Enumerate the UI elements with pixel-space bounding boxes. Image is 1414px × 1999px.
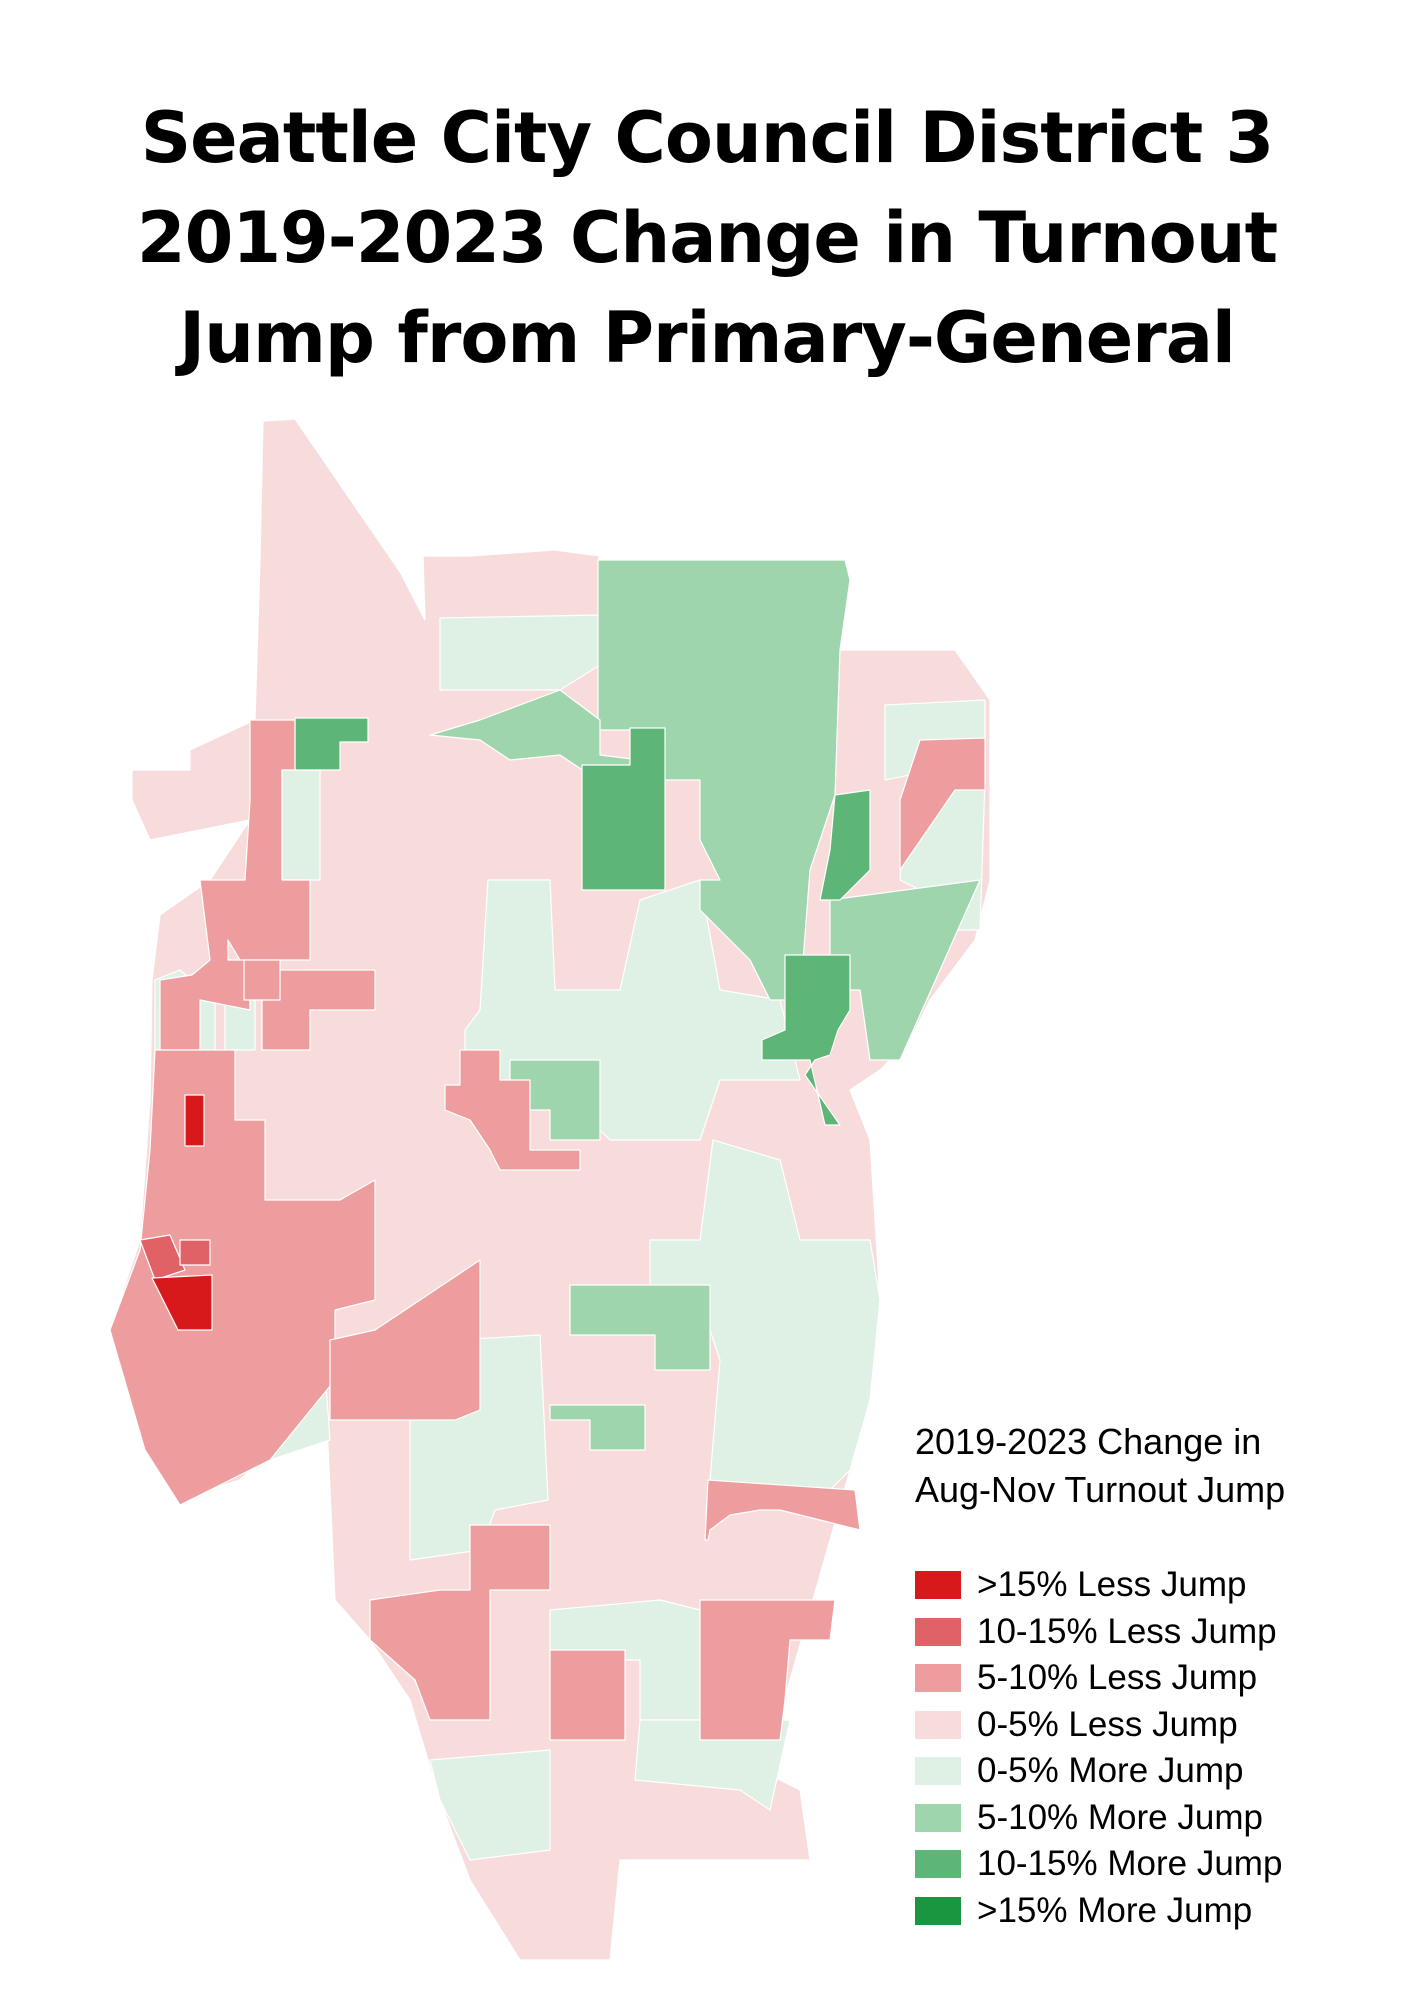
- precinct: [581, 727, 666, 891]
- title-line-3: Jump from Primary-General: [179, 297, 1236, 379]
- legend-swatch: [915, 1803, 961, 1832]
- legend-swatch: [915, 1571, 961, 1600]
- legend-title-line-2: Aug-Nov Turnout Jump: [915, 1469, 1286, 1510]
- legend-label: 5-10% Less Jump: [977, 1658, 1258, 1698]
- legend-swatch: [915, 1896, 961, 1925]
- legend-item: 10-15% More Jump: [915, 1841, 1285, 1888]
- legend-swatch: [915, 1617, 961, 1646]
- precinct: [549, 1404, 646, 1451]
- precinct: [819, 789, 871, 901]
- precinct: [439, 614, 601, 691]
- title-line-1: Seattle City Council District 3: [140, 97, 1274, 179]
- precinct: [179, 1239, 211, 1266]
- precinct: [699, 1599, 836, 1741]
- precinct: [279, 769, 321, 881]
- precinct: [243, 959, 281, 1001]
- legend-item: 10-15% Less Jump: [915, 1609, 1285, 1656]
- legend-swatch: [915, 1850, 961, 1879]
- legend-swatch: [915, 1664, 961, 1693]
- precinct: [139, 1234, 186, 1281]
- legend-label: 5-10% More Jump: [977, 1797, 1263, 1837]
- legend-label: >15% More Jump: [977, 1890, 1253, 1930]
- precinct: [151, 1274, 213, 1331]
- legend-items: >15% Less Jump 10-15% Less Jump 5-10% Le…: [915, 1562, 1285, 1934]
- legend-item: >15% Less Jump: [915, 1562, 1285, 1609]
- map-title: Seattle City Council District 3 2019-202…: [0, 88, 1414, 388]
- legend-label: 0-5% More Jump: [977, 1751, 1244, 1791]
- precinct: [549, 1649, 626, 1741]
- precinct: [444, 1049, 581, 1171]
- legend-swatch: [915, 1757, 961, 1786]
- precinct: [369, 1524, 551, 1721]
- legend-label: 10-15% Less Jump: [977, 1611, 1277, 1651]
- precinct: [184, 1094, 205, 1147]
- precinct: [899, 737, 986, 871]
- precinct: [329, 1259, 481, 1421]
- precinct: [429, 1749, 551, 1861]
- legend-label: 0-5% Less Jump: [977, 1704, 1238, 1744]
- precinct: [569, 1284, 711, 1371]
- precinct: [261, 969, 376, 1051]
- legend-swatch: [915, 1710, 961, 1739]
- title-line-2: 2019-2023 Change in Turnout: [136, 197, 1278, 279]
- legend-label: >15% Less Jump: [977, 1565, 1247, 1605]
- legend-title-line-1: 2019-2023 Change in: [915, 1421, 1262, 1462]
- legend-item: 5-10% More Jump: [915, 1795, 1285, 1842]
- precinct: [761, 954, 851, 1126]
- precinct: [704, 1479, 861, 1541]
- legend-item: 5-10% Less Jump: [915, 1655, 1285, 1702]
- legend-item: >15% More Jump: [915, 1888, 1285, 1935]
- legend-label: 10-15% More Jump: [977, 1844, 1283, 1884]
- legend-item: 0-5% More Jump: [915, 1748, 1285, 1795]
- legend-title: 2019-2023 Change in Aug-Nov Turnout Jump: [915, 1418, 1285, 1514]
- map-legend: 2019-2023 Change in Aug-Nov Turnout Jump…: [915, 1418, 1285, 1934]
- legend-item: 0-5% Less Jump: [915, 1702, 1285, 1749]
